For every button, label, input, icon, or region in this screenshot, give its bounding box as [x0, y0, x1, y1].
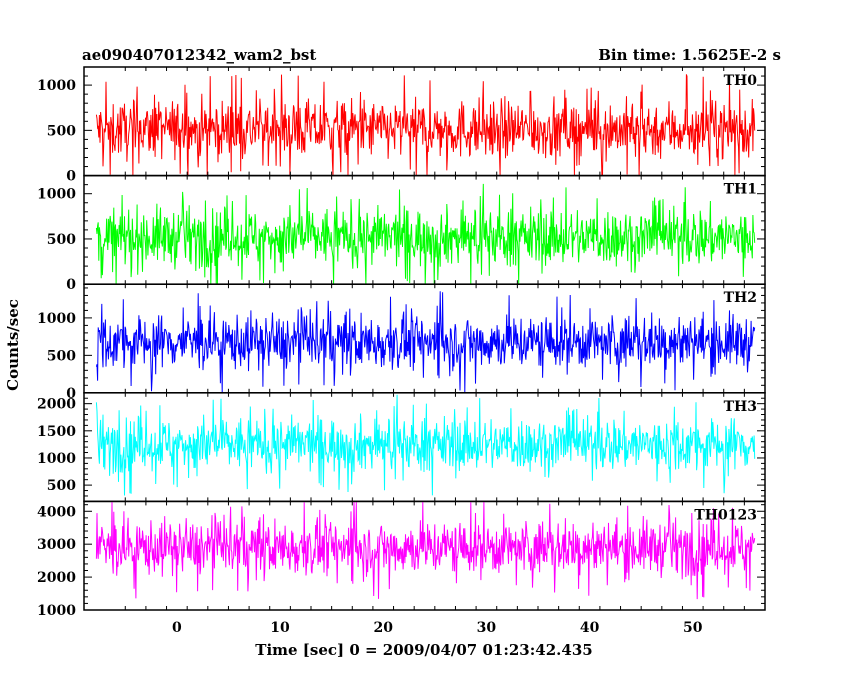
y-tick-label: 0: [66, 169, 76, 185]
y-tick-label: 500: [47, 478, 76, 494]
x-tick-label: 40: [580, 620, 600, 636]
panels-group: 0 500 1000 TH0 0 500 1000 TH1 0 500 1000 TH2 500 1000…: [37, 66, 766, 619]
panel-label-th1: TH1: [724, 182, 757, 198]
panel-label-th0123: TH0123: [694, 507, 757, 523]
y-tick-label: 2000: [37, 570, 76, 586]
x-tick-label: 0: [172, 620, 182, 636]
y-tick-label: 1000: [37, 311, 76, 327]
panel-label-th3: TH3: [724, 399, 757, 415]
series-line-th0: [95, 74, 756, 176]
panel-th3: 500 1000 1500 2000 TH3: [37, 392, 766, 503]
panel-th0: 0 500 1000 TH0: [37, 66, 766, 185]
series-line-th1: [95, 183, 756, 285]
series-line-th0123: [95, 501, 756, 600]
y-tick-label: 500: [47, 232, 76, 248]
y-tick-label: 500: [47, 348, 76, 364]
panel-th1: 0 500 1000 TH1: [37, 174, 766, 293]
series-line-th3: [95, 394, 756, 496]
y-tick-label: 0: [66, 277, 76, 293]
panel-label-th0: TH0: [724, 73, 758, 89]
panel-frame: [83, 500, 766, 611]
y-tick-label: 500: [47, 123, 76, 139]
y-tick-label: 1000: [37, 603, 76, 619]
x-tick-labels: 0 10 20 30 40 50: [172, 620, 703, 636]
series-line-th2: [95, 291, 756, 393]
y-tick-label: 1000: [37, 187, 76, 203]
x-tick-label: 50: [683, 620, 703, 636]
y-tick-label: 1500: [37, 424, 76, 440]
chart-title-left: ae090407012342_wam2_bst: [82, 46, 316, 64]
y-tick-label: 3000: [37, 537, 76, 553]
panel-th2: 0 500 1000 TH2: [37, 283, 766, 402]
y-axis-label: Counts/sec: [4, 299, 22, 391]
x-tick-label: 30: [477, 620, 497, 636]
y-tick-label: 4000: [37, 504, 76, 520]
chart-title-right: Bin time: 1.5625E-2 s: [598, 46, 781, 64]
x-axis-label: Time [sec] 0 = 2009/04/07 01:23:42.435: [255, 641, 592, 659]
x-tick-label: 20: [373, 620, 393, 636]
y-tick-label: 0: [66, 386, 76, 402]
x-tick-label: 10: [270, 620, 290, 636]
y-tick-label: 2000: [37, 397, 76, 413]
panel-label-th2: TH2: [724, 290, 757, 306]
panel-th0123: 1000 2000 3000 4000 TH0123: [37, 500, 766, 619]
y-tick-label: 1000: [37, 78, 76, 94]
y-tick-label: 1000: [37, 451, 76, 467]
